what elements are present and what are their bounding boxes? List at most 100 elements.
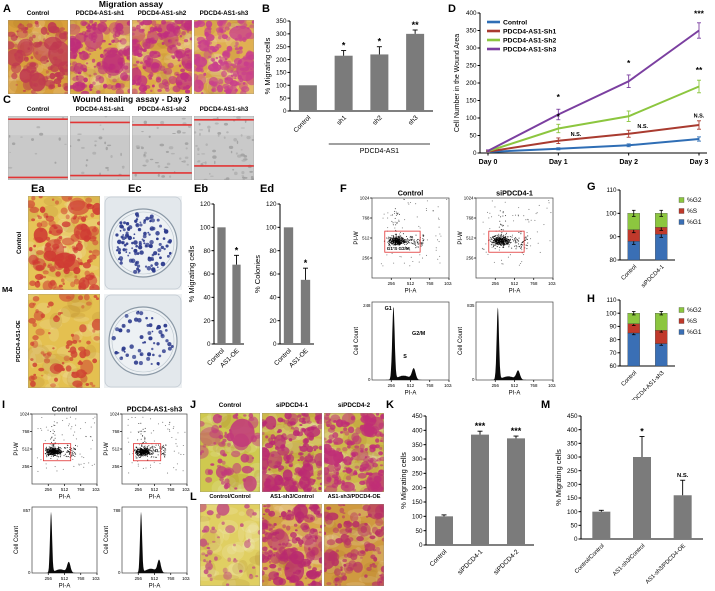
svg-text:0: 0 — [473, 150, 477, 157]
panel-c-col-label: Control — [26, 106, 50, 113]
micrograph-migration-sh3 — [194, 20, 254, 94]
svg-text:Control/Control: Control/Control — [574, 543, 606, 575]
svg-text:PI-W: PI-W — [458, 231, 464, 245]
svg-text:Day 1: Day 1 — [549, 159, 568, 166]
cell-line-label: M4 — [2, 285, 13, 294]
svg-text:100: 100 — [276, 82, 287, 89]
flow-hist-f-sipdcd4-1: 256 512 768 1024 835 0 Cell Count PI-A — [456, 298, 558, 397]
svg-text:248: 248 — [363, 303, 371, 308]
svg-text:PI-A: PI-A — [405, 289, 417, 295]
flow-hist-i-sh3: 256 512 768 1024 788 0 Cell Count PI-A — [102, 503, 192, 590]
flow-hist-f-control: 256 512 768 1024 248 0 Cell Count PI-A G1 G2/M S — [352, 298, 454, 397]
panel-l-col-label: AS1-sh3/Control — [270, 494, 314, 500]
panel-label-k: K — [386, 399, 394, 411]
svg-text:80: 80 — [203, 248, 211, 255]
svg-text:768: 768 — [426, 383, 434, 388]
svg-text:Control: Control — [620, 370, 638, 388]
micrograph-j-sipdcd4-1 — [262, 413, 322, 492]
svg-text:768: 768 — [112, 429, 120, 434]
svg-text:Day 0: Day 0 — [479, 159, 498, 166]
svg-text:1024: 1024 — [548, 383, 556, 388]
svg-text:450: 450 — [412, 413, 423, 420]
svg-text:AS1-sh3/PDCD4-OE: AS1-sh3/PDCD4-OE — [645, 543, 687, 585]
svg-text:200: 200 — [412, 485, 423, 492]
panel-c-title: Wound healing assay - Day 3 — [72, 94, 190, 104]
panel-label-j: J — [190, 399, 197, 411]
svg-text:768: 768 — [530, 281, 538, 286]
svg-text:150: 150 — [276, 70, 287, 77]
svg-text:0: 0 — [273, 341, 277, 348]
svg-text:0: 0 — [472, 377, 475, 382]
svg-text:%G2: %G2 — [687, 197, 702, 204]
micrograph-wound-sh2 — [132, 116, 192, 180]
svg-text:N.S.: N.S. — [694, 113, 705, 119]
svg-text:%G1: %G1 — [687, 219, 702, 226]
svg-text:1024: 1024 — [110, 412, 120, 417]
svg-text:90: 90 — [609, 324, 617, 331]
svg-text:siPDCD4-2: siPDCD4-2 — [492, 548, 520, 576]
svg-text:100: 100 — [606, 310, 617, 317]
svg-text:150: 150 — [412, 499, 423, 506]
panel-label-ea: Ea — [31, 183, 45, 195]
svg-text:768: 768 — [77, 487, 85, 492]
svg-text:400: 400 — [466, 10, 477, 17]
svg-text:PI-A: PI-A — [59, 495, 71, 501]
svg-text:0: 0 — [207, 341, 211, 348]
svg-text:50: 50 — [279, 95, 287, 102]
svg-text:40: 40 — [269, 295, 277, 302]
svg-text:120: 120 — [266, 201, 277, 208]
micrograph-wound-control — [8, 116, 68, 180]
flow-scatter-i-control: Control 256 512 768 1024 256 512 768 1024 PI-W PI-… — [12, 404, 102, 501]
svg-text:768: 768 — [530, 383, 538, 388]
svg-text:857: 857 — [23, 508, 31, 513]
colony-plate-control — [104, 196, 182, 290]
panel-label-g: G — [587, 181, 596, 193]
svg-text:1024: 1024 — [360, 196, 370, 201]
svg-text:***: *** — [475, 421, 486, 431]
svg-text:*: * — [378, 37, 382, 47]
svg-text:70: 70 — [609, 350, 617, 357]
svg-text:0: 0 — [419, 542, 423, 549]
svg-text:350: 350 — [276, 18, 287, 25]
svg-text:120: 120 — [200, 201, 211, 208]
svg-text:1024: 1024 — [464, 196, 474, 201]
svg-text:256: 256 — [135, 487, 143, 492]
svg-text:Control: Control — [398, 189, 424, 198]
svg-text:768: 768 — [362, 216, 370, 221]
svg-text:0: 0 — [574, 536, 578, 543]
svg-text:512: 512 — [511, 281, 519, 286]
svg-text:1024: 1024 — [92, 487, 100, 492]
chart-h-cell-cycle: 60 70 80 90 100 110 Control PDCD4-AS1-sh3 %G2 %S%… — [596, 296, 715, 406]
micrograph-wound-sh1 — [70, 116, 130, 180]
svg-text:200: 200 — [567, 482, 578, 489]
micrograph-l-control-control — [200, 504, 260, 586]
panel-c-col-label: PDCD4-AS1-sh3 — [199, 106, 249, 113]
svg-text:512: 512 — [151, 576, 159, 581]
svg-text:300: 300 — [567, 454, 578, 461]
panel-a-col-label: PDCD4-AS1-sh3 — [199, 10, 249, 17]
panel-a-col-label: PDCD4-AS1-sh1 — [75, 10, 125, 17]
svg-text:Control: Control — [620, 264, 638, 282]
svg-text:N.S.: N.S. — [637, 124, 648, 130]
svg-text:*: * — [557, 111, 561, 121]
svg-text:100: 100 — [200, 225, 211, 232]
micrograph-wound-sh3 — [194, 116, 254, 180]
svg-text:% Migrating cells: % Migrating cells — [399, 452, 408, 509]
svg-text:Control: Control — [429, 548, 449, 568]
svg-text:90: 90 — [609, 234, 617, 241]
svg-text:0: 0 — [28, 570, 31, 575]
svg-text:1024: 1024 — [444, 383, 452, 388]
svg-text:768: 768 — [167, 487, 175, 492]
svg-text:512: 512 — [466, 236, 474, 241]
svg-text:Day 3: Day 3 — [690, 159, 709, 166]
svg-text:% Migrating cells: % Migrating cells — [554, 449, 563, 506]
svg-text:***: *** — [694, 9, 705, 19]
svg-text:256: 256 — [112, 464, 120, 469]
svg-text:256: 256 — [466, 256, 474, 261]
svg-text:siPDCD4-1: siPDCD4-1 — [456, 548, 484, 576]
svg-text:Control: Control — [52, 405, 78, 414]
svg-text:250: 250 — [412, 471, 423, 478]
svg-text:PDCD4-AS1-Sh2: PDCD4-AS1-Sh2 — [503, 37, 556, 44]
micrograph-j-control — [200, 413, 260, 492]
